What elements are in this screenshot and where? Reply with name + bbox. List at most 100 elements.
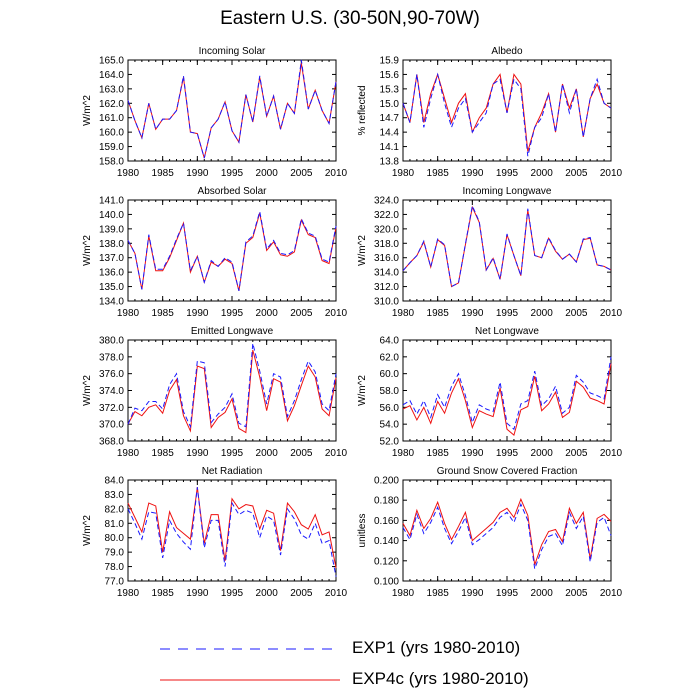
chart-emitted-longwave-ytick-label: 370.0 [99, 420, 124, 431]
chart-incoming-longwave-ytick-label: 314.0 [374, 268, 399, 279]
chart-albedo-series-exp1 [402, 72, 612, 157]
chart-emitted-longwave-ytick-label: 372.0 [99, 403, 124, 414]
chart-incoming-longwave-series-exp1 [402, 204, 612, 288]
chart-absorbed-solar-xtick-label: 1985 [152, 308, 175, 319]
chart-net-longwave-ytick-label: 60.0 [380, 369, 400, 380]
chart-emitted-longwave-ytick-label: 376.0 [99, 369, 124, 380]
chart-absorbed-solar-xtick-label: 2010 [325, 308, 348, 319]
chart-net-longwave-xtick-label: 2010 [600, 448, 623, 459]
chart-albedo-ytick-label: 15.9 [380, 56, 400, 67]
chart-absorbed-solar-series-exp4c [127, 212, 337, 292]
chart-emitted-longwave-xtick-label: 2005 [290, 448, 313, 459]
chart-incoming-solar-ytick-label: 160.0 [99, 128, 124, 139]
chart-absorbed-solar-xtick-label: 2000 [256, 308, 279, 319]
chart-net-longwave-ytick-label: 52.0 [380, 437, 400, 448]
chart-albedo-ylabel: % reflected [357, 85, 368, 135]
chart-emitted-longwave-xtick-label: 2010 [325, 448, 348, 459]
chart-net-longwave-xtick-label: 1985 [427, 448, 450, 459]
chart-net-radiation-ytick-label: 81.0 [105, 519, 125, 530]
chart-net-longwave-ytick-label: 58.0 [380, 386, 400, 397]
chart-incoming-longwave-xtick-label: 2000 [531, 308, 554, 319]
chart-absorbed-solar-title: Absorbed Solar [198, 186, 268, 197]
chart-albedo-ytick-label: 15.0 [380, 99, 400, 110]
chart-ground-snow-covered-fraction-xtick-label: 1980 [392, 588, 415, 599]
chart-net-radiation-xtick-label: 2000 [256, 588, 279, 599]
chart-absorbed-solar-ytick-label: 137.0 [99, 253, 124, 264]
chart-emitted-longwave-xtick-label: 1985 [152, 448, 175, 459]
chart-ground-snow-covered-fraction-series-exp4c [402, 497, 612, 566]
chart-incoming-solar-ytick-label: 164.0 [99, 70, 124, 81]
chart-emitted-longwave-ytick-label: 380.0 [99, 336, 124, 347]
chart-emitted-longwave-ytick-label: 374.0 [99, 386, 124, 397]
chart-net-radiation-ytick-label: 82.0 [105, 504, 125, 515]
chart-incoming-solar-xtick-label: 1990 [186, 168, 209, 179]
chart-albedo-xtick-label: 2000 [531, 168, 554, 179]
chart-ground-snow-covered-fraction-title: Ground Snow Covered Fraction [437, 466, 578, 477]
chart-incoming-solar-xtick-label: 1980 [117, 168, 140, 179]
chart-ground-snow-covered-fraction-xtick-label: 1990 [461, 588, 484, 599]
chart-net-radiation-ytick-label: 77.0 [105, 577, 125, 588]
chart-incoming-solar-ytick-label: 161.0 [99, 113, 124, 124]
chart-absorbed-solar-xtick-label: 1995 [221, 308, 244, 319]
chart-incoming-solar-xtick-label: 2005 [290, 168, 313, 179]
chart-incoming-longwave-ytick-label: 312.0 [374, 282, 399, 293]
chart-incoming-longwave-ytick-label: 316.0 [374, 253, 399, 264]
chart-albedo-title: Albedo [491, 46, 523, 57]
chart-absorbed-solar-ytick-label: 135.0 [99, 282, 124, 293]
chart-net-radiation-xtick-label: 1990 [186, 588, 209, 599]
chart-net-radiation-xtick-label: 1980 [117, 588, 140, 599]
chart-incoming-solar-ytick-label: 163.0 [99, 84, 124, 95]
chart-net-longwave-ytick-label: 54.0 [380, 420, 400, 431]
chart-incoming-longwave-ytick-label: 310.0 [374, 297, 399, 308]
chart-incoming-longwave-xtick-label: 1995 [496, 308, 519, 319]
chart-net-longwave-ytick-label: 64.0 [380, 336, 400, 347]
chart-absorbed-solar: Absorbed Solar 134.0 135.0 136.0 137.0 138.0 1… [82, 186, 348, 319]
chart-net-radiation-series-exp4c [127, 487, 337, 569]
chart-emitted-longwave-xtick-label: 1980 [117, 448, 140, 459]
chart-incoming-solar-xtick-label: 2010 [325, 168, 348, 179]
chart-incoming-longwave-xtick-label: 1985 [427, 308, 450, 319]
chart-net-radiation: Net Radiation 77.0 78.0 79.0 80.0 81.0 82.0 83.… [82, 466, 348, 599]
chart-net-radiation-ytick-label: 84.0 [105, 476, 125, 487]
chart-net-radiation-ytick-label: 79.0 [105, 548, 125, 559]
chart-net-longwave-series-exp4c [402, 363, 612, 436]
chart-absorbed-solar-ytick-label: 141.0 [99, 196, 124, 207]
chart-net-radiation-ylabel: W/m^2 [82, 515, 93, 546]
chart-emitted-longwave-xtick-label: 2000 [256, 448, 279, 459]
chart-incoming-longwave-ylabel: W/m^2 [357, 235, 368, 266]
chart-incoming-solar-frame [127, 59, 337, 162]
chart-emitted-longwave-xtick-label: 1995 [221, 448, 244, 459]
chart-net-radiation-xtick-label: 2005 [290, 588, 313, 599]
chart-emitted-longwave-frame [127, 339, 337, 442]
chart-ground-snow-covered-fraction-series-exp1 [402, 502, 612, 570]
chart-incoming-longwave-series-exp4c [402, 205, 612, 288]
chart-incoming-solar-xtick-label: 2000 [256, 168, 279, 179]
chart-net-longwave-ytick-label: 56.0 [380, 403, 400, 414]
chart-absorbed-solar-ytick-label: 140.0 [99, 210, 124, 221]
chart-net-longwave-xtick-label: 1995 [496, 448, 519, 459]
chart-albedo-xtick-label: 2010 [600, 168, 623, 179]
chart-net-radiation-xtick-label: 2010 [325, 588, 348, 599]
chart-absorbed-solar-xtick-label: 1990 [186, 308, 209, 319]
chart-incoming-longwave-xtick-label: 2005 [565, 308, 588, 319]
chart-incoming-longwave: Incoming Longwave 310.0 312.0 314.0 316.0 318… [357, 186, 623, 319]
chart-incoming-solar-ytick-label: 165.0 [99, 56, 124, 67]
chart-albedo-xtick-label: 1990 [461, 168, 484, 179]
chart-absorbed-solar-ytick-label: 136.0 [99, 268, 124, 279]
chart-net-longwave-series-exp1 [402, 356, 612, 431]
chart-ground-snow-covered-fraction-xtick-label: 1985 [427, 588, 450, 599]
chart-absorbed-solar-ylabel: W/m^2 [82, 235, 93, 266]
chart-net-longwave-frame [402, 339, 612, 442]
chart-incoming-solar-title: Incoming Solar [199, 46, 266, 57]
chart-albedo-ytick-label: 14.4 [380, 128, 400, 139]
chart-incoming-solar-ylabel: W/m^2 [82, 95, 93, 126]
chart-net-longwave-xtick-label: 2005 [565, 448, 588, 459]
chart-incoming-solar-ytick-label: 162.0 [99, 99, 124, 110]
chart-incoming-solar-series-exp1 [127, 59, 337, 159]
chart-emitted-longwave: Emitted Longwave 368.0 370.0 372.0 374.0 376.… [82, 326, 348, 459]
chart-incoming-longwave-ytick-label: 324.0 [374, 196, 399, 207]
chart-absorbed-solar-frame [127, 199, 337, 302]
chart-net-radiation-ytick-label: 78.0 [105, 562, 125, 573]
chart-net-radiation-ytick-label: 80.0 [105, 533, 125, 544]
chart-net-longwave-xtick-label: 2000 [531, 448, 554, 459]
